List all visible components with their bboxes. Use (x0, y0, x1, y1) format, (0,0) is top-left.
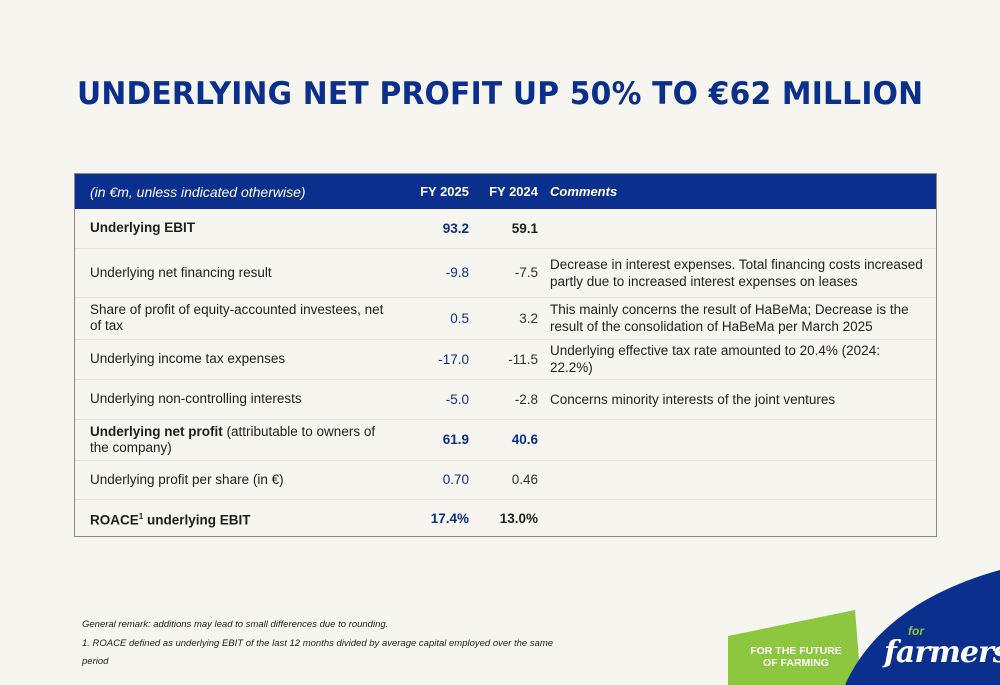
table-row: Underlying EBIT 93.2 59.1 (75, 209, 936, 248)
row-label: Underlying net financing result (90, 264, 272, 280)
row-label: Share of profit of equity-accounted inve… (90, 302, 384, 333)
row-comment (550, 499, 936, 537)
fy2025-value: -9.8 (445, 265, 469, 280)
row-label-rest: (attributable to owners of the company) (90, 423, 376, 455)
row-label: Underlying income tax expenses (90, 351, 286, 366)
row-label: ROACE1 underlying EBIT (75, 499, 398, 537)
fy2025-header: FY 2025 (420, 184, 469, 199)
row-comment (550, 419, 936, 460)
fy2025-value: 93.2 (442, 220, 469, 236)
results-table: (in €m, unless indicated otherwise) FY 2… (74, 173, 937, 537)
fy2024-value: 40.6 (511, 432, 538, 447)
brand-corner-graphic (728, 570, 1000, 685)
row-comment (550, 209, 936, 248)
fy2025-value: -5.0 (445, 391, 469, 407)
fy2024-value: 3.2 (519, 310, 538, 326)
row-label-bold: Underlying net profit (90, 423, 223, 439)
table-row: Underlying profit per share (in €) 0.70 … (75, 460, 936, 499)
fy2025-value: 0.70 (442, 472, 469, 487)
footnote-marker: 1 (138, 511, 144, 521)
table-row: Underlying net financing result -9.8 -7.… (75, 248, 936, 297)
roace-label: ROACE (90, 512, 139, 527)
forfarmers-logo: farmers (884, 635, 1000, 670)
navy-wave-shape (845, 570, 1000, 685)
fy2024-value: 59.1 (511, 220, 538, 236)
brand-tagline: FOR THE FUTURE OF FARMING (740, 645, 852, 669)
fy2024-header: FY 2024 (489, 184, 538, 199)
logo-for-text: for (908, 624, 924, 638)
fy2024-value: 13.0% (499, 510, 538, 526)
fy2024-value: -2.8 (514, 391, 538, 407)
green-wave-shape (728, 610, 861, 685)
footnote-1-line1: 1. ROACE defined as underlying EBIT of t… (82, 638, 554, 649)
tagline-line-2: OF FARMING (763, 657, 829, 669)
row-comment: Decrease in interest expenses. Total fin… (550, 256, 923, 289)
page-title: UNDERLYING NET PROFIT UP 50% TO €62 MILL… (77, 76, 924, 112)
row-label: Underlying EBIT (90, 220, 196, 236)
fy2024-value: -11.5 (508, 351, 538, 367)
fy2025-value: 61.9 (442, 432, 469, 447)
footnote-1-line2: period (82, 656, 109, 667)
table-row: Share of profit of equity-accounted inve… (75, 297, 936, 339)
fy2024-value: 0.46 (511, 472, 538, 487)
row-comment: This mainly concerns the result of HaBeM… (550, 302, 909, 334)
table-header-row: (in €m, unless indicated otherwise) FY 2… (75, 174, 936, 209)
unit-header: (in €m, unless indicated otherwise) (90, 183, 306, 200)
row-comment: Underlying effective tax rate amounted t… (550, 343, 880, 375)
row-label: Underlying non-controlling interests (90, 391, 302, 406)
comments-header: Comments (550, 184, 618, 199)
table-row: Underlying non-controlling interests -5.… (75, 379, 936, 419)
fy2025-value: 17.4% (430, 510, 469, 526)
fy2025-value: 0.5 (450, 310, 469, 326)
table-row: Underlying net profit (attributable to o… (75, 419, 936, 460)
roace-label-rest: underlying EBIT (143, 512, 251, 527)
fy2025-value: -17.0 (438, 351, 469, 367)
table-row: ROACE1 underlying EBIT 17.4% 13.0% (75, 499, 936, 537)
row-comment: Concerns minority interests of the joint… (550, 391, 836, 407)
general-remark: General remark: additions may lead to sm… (82, 619, 389, 630)
fy2024-value: -7.5 (514, 265, 538, 280)
row-comment (550, 460, 936, 499)
row-label: Underlying net profit (attributable to o… (75, 419, 398, 460)
table-row: Underlying income tax expenses -17.0 -11… (75, 339, 936, 379)
row-label: Underlying profit per share (in €) (90, 471, 284, 487)
tagline-line-1: FOR THE FUTURE (750, 645, 842, 657)
